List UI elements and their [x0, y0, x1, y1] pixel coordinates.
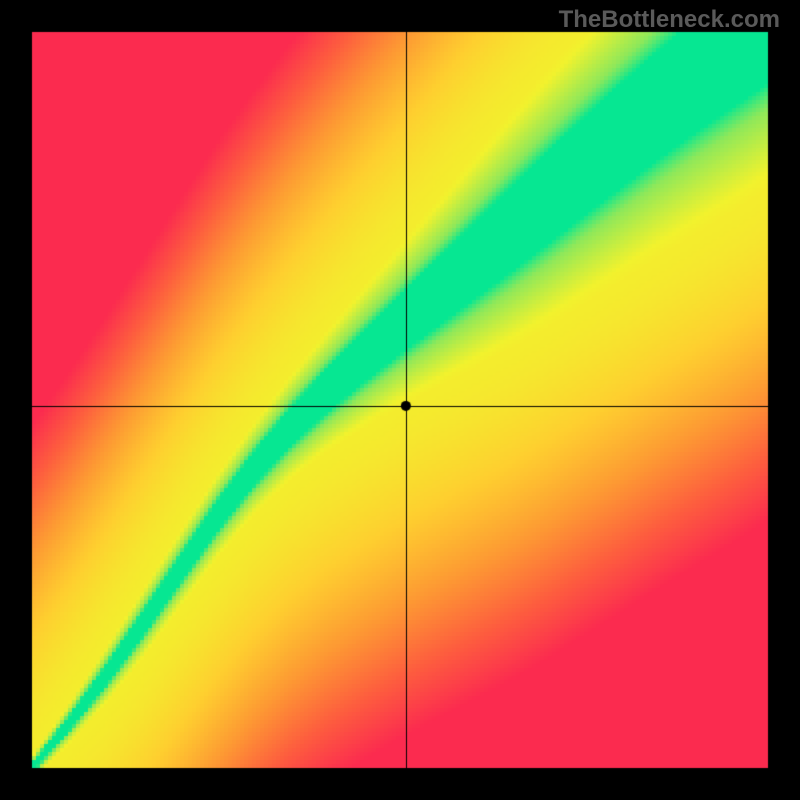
bottleneck-heatmap [0, 0, 800, 800]
watermark-text: TheBottleneck.com [559, 6, 780, 34]
chart-container: TheBottleneck.com [0, 0, 800, 800]
